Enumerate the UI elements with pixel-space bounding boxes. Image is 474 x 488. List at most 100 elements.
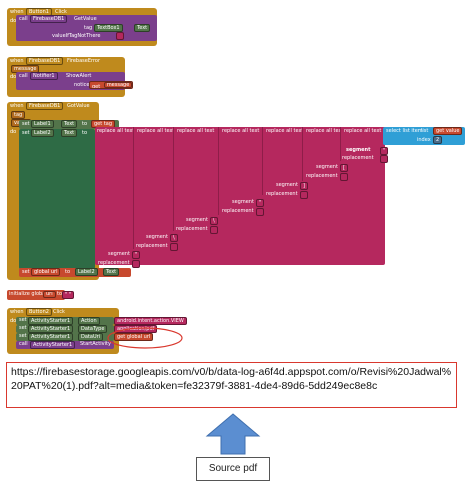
get-value-block[interactable]: get value — [433, 127, 463, 135]
segment-value[interactable]: \ — [210, 217, 218, 225]
segment-label: segment — [346, 147, 371, 153]
get-global-url-var: global url — [126, 334, 151, 340]
get-message-block[interactable]: get message — [89, 81, 134, 89]
label2-dropdown[interactable]: Label2 — [31, 129, 54, 137]
component-dropdown[interactable]: FirebaseDB1 — [26, 102, 64, 110]
replacement-empty[interactable] — [170, 243, 178, 251]
get-keyword: get — [436, 128, 445, 134]
get-global-url-block[interactable]: get global url — [114, 333, 154, 341]
seg-row-3: segment \ — [180, 217, 380, 226]
call-showalert-block[interactable]: call Notifier1 ShowAlert notice get mess… — [16, 72, 134, 90]
text-prop-dropdown[interactable]: Text — [103, 268, 120, 276]
seg-row-2: segment \ — [140, 234, 380, 243]
rep-row-5: replacement — [266, 191, 390, 200]
set-datauri-block[interactable]: set ActivityStarter1 DataUri — [16, 333, 114, 341]
seg-row-5: segment ] — [270, 182, 390, 191]
list-label: list — [421, 128, 429, 134]
seg-row-6: segment [ — [310, 164, 390, 173]
get-var-dropdown[interactable]: message — [103, 82, 133, 88]
segment-value[interactable]: " — [380, 147, 389, 155]
segment-label: segment — [108, 251, 130, 257]
initialize-global-url-block[interactable]: initialize global url to — [7, 290, 65, 300]
index-number[interactable]: 2 — [433, 136, 443, 144]
segment-value[interactable]: \ — [170, 234, 178, 242]
set-datatype-block[interactable]: set ActivityStarter1 DataType — [16, 325, 114, 333]
call-startactivity-block[interactable]: call ActivityStarter1 StartActivity — [16, 341, 114, 349]
initialize-label: initialize global — [9, 291, 47, 297]
segment-value[interactable]: " — [256, 199, 265, 207]
when-keyword: when — [10, 309, 24, 315]
text-prop-dropdown[interactable]: Text — [134, 24, 151, 32]
activity-dropdown[interactable]: ActivityStarter1 — [28, 333, 74, 341]
replace-label: replace all text — [306, 128, 344, 134]
event-name: Click — [53, 309, 65, 315]
to-keyword: to — [82, 121, 88, 127]
segment-value[interactable]: " — [132, 251, 141, 259]
global-url-dropdown[interactable]: global url — [31, 268, 61, 276]
segment-label: segment — [316, 164, 338, 170]
set-keyword: set — [22, 130, 30, 136]
index-label: index — [417, 137, 431, 143]
empty-text-slot[interactable] — [116, 32, 124, 40]
segment-label: segment — [232, 199, 254, 205]
replace-all-text-7[interactable]: replace all text — [340, 127, 385, 161]
segment-value[interactable]: [ — [340, 164, 348, 172]
do-keyword: do — [10, 129, 17, 135]
replacement-empty[interactable] — [340, 173, 348, 181]
set-label2-text-block[interactable]: set Label2 Text to — [19, 129, 95, 269]
text-prop-dropdown[interactable]: Text — [61, 120, 78, 128]
notice-label: notice — [74, 82, 90, 88]
component-dropdown[interactable]: FirebaseDB1 — [26, 57, 64, 65]
up-arrow-icon — [205, 413, 261, 455]
replacement-empty[interactable] — [300, 191, 308, 199]
activity-dropdown[interactable]: ActivityStarter1 — [28, 325, 74, 333]
datauri-prop-dropdown[interactable]: DataUri — [78, 333, 104, 341]
initial-value-text[interactable]: " " — [62, 291, 75, 299]
action-value-text[interactable]: android.intent.action.VIEW — [114, 317, 187, 325]
segment-label: segment — [146, 234, 168, 240]
get-tag-var: tag — [103, 121, 113, 127]
set-global-url-block[interactable]: set global url to Label2 Text — [19, 268, 131, 277]
label2-dropdown[interactable]: Label2 — [75, 268, 98, 276]
replace-label: replace all text — [266, 128, 304, 134]
replacement-empty[interactable] — [256, 208, 264, 216]
seg-row-7: segment " — [346, 147, 390, 156]
segment-value[interactable]: ] — [300, 182, 308, 190]
get-keyword: get — [117, 334, 126, 340]
notifier-dropdown[interactable]: Notifier1 — [30, 72, 58, 80]
action-prop-dropdown[interactable]: Action — [78, 317, 100, 325]
to-keyword: to — [57, 291, 63, 297]
when-keyword: when — [10, 9, 24, 15]
replacement-empty[interactable] — [380, 155, 388, 163]
value-if-tag-not-there-label: valueIfTagNotThere — [52, 33, 101, 39]
set-keyword: set — [19, 325, 27, 331]
replacement-empty[interactable] — [132, 260, 140, 268]
activity-dropdown[interactable]: ActivityStarter1 — [30, 341, 76, 349]
url-textbox[interactable]: https://firebasestorage.googleapis.com/v… — [6, 362, 457, 408]
db-dropdown[interactable]: FirebaseDB1 — [30, 15, 68, 23]
select-list-item-block[interactable]: select list item list get value index 2 — [383, 127, 465, 145]
select-list-item-label: select list item — [386, 128, 423, 134]
set-action-block[interactable]: set ActivityStarter1 Action — [16, 317, 114, 325]
set-keyword: set — [19, 317, 27, 323]
param-tag[interactable]: tag — [11, 111, 26, 119]
segment-label: segment — [276, 182, 298, 188]
highlight-oval — [107, 327, 183, 349]
call-getvalue-block[interactable]: call FirebaseDB1 GetValue tag TextBox1 T… — [16, 15, 157, 41]
datatype-prop-dropdown[interactable]: DataType — [78, 325, 108, 333]
replacement-label: replacement — [176, 226, 208, 232]
get-value-var: value — [445, 128, 460, 134]
replacement-empty[interactable] — [210, 226, 218, 234]
rep-row-1: replacement — [98, 260, 382, 269]
component-dropdown[interactable]: Button2 — [26, 308, 52, 316]
textbox1-dropdown[interactable]: TextBox1 — [94, 24, 123, 32]
activity-dropdown[interactable]: ActivityStarter1 — [28, 317, 74, 325]
var-name-field[interactable]: url — [43, 291, 56, 298]
url-text: https://firebasestorage.googleapis.com/v… — [11, 366, 452, 392]
to-keyword: to — [82, 130, 88, 136]
rep-row-7: replacement — [342, 155, 390, 164]
label1-dropdown[interactable]: Label1 — [31, 120, 54, 128]
replace-label: replace all text — [222, 128, 260, 134]
tag-label: tag — [84, 25, 93, 31]
text-prop-dropdown[interactable]: Text — [61, 129, 78, 137]
